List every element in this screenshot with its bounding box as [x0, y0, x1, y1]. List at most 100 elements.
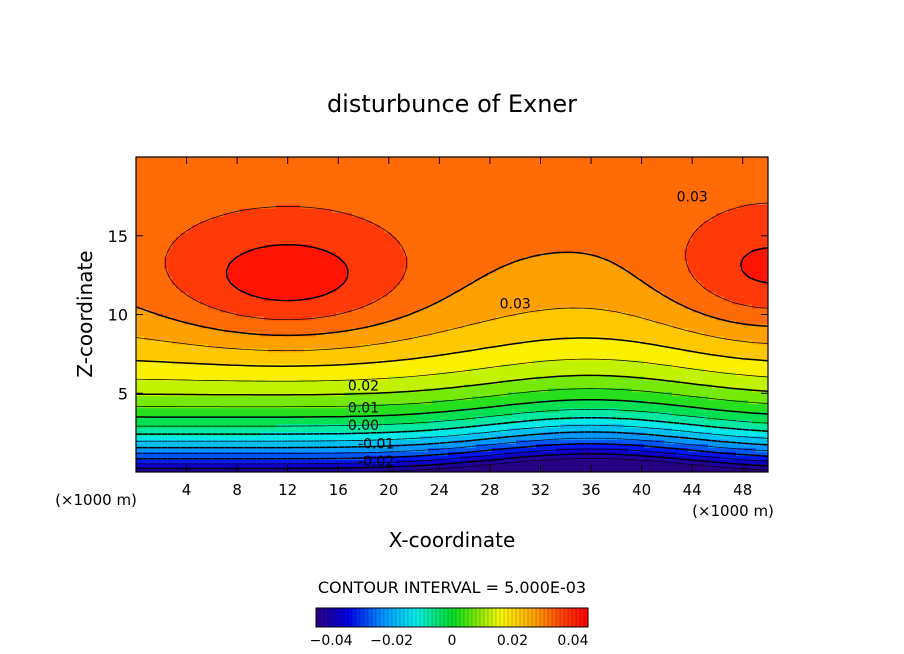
contour-cell: [368, 384, 373, 389]
contour-cell: [316, 372, 321, 377]
contour-cell: [136, 184, 141, 190]
contour-cell: [220, 380, 225, 385]
contour-cell: [192, 440, 197, 445]
contour-cell: [168, 468, 173, 472]
contour-cell: [236, 264, 241, 270]
contour-cell: [144, 352, 149, 357]
contour-cell: [248, 224, 253, 230]
contour-cell: [276, 252, 281, 258]
contour-cell: [340, 260, 345, 266]
contour-cell: [352, 412, 357, 417]
contour-cell: [356, 416, 361, 421]
contour-cell: [376, 424, 381, 429]
contour-cell: [328, 244, 333, 250]
contour-cell: [144, 284, 149, 290]
contour-cell: [340, 316, 345, 322]
contour-cell: [304, 184, 309, 190]
contour-cell: [140, 356, 145, 361]
contour-cell: [324, 216, 329, 222]
contour-cell: [264, 264, 269, 270]
contour-cell: [256, 292, 261, 298]
contour-cell: [264, 200, 269, 206]
contour-cell: [180, 244, 185, 250]
contour-cell: [332, 356, 337, 361]
contour-cell: [200, 348, 205, 353]
contour-cell: [204, 412, 209, 417]
contour-cell: [320, 220, 325, 226]
contour-cell: [224, 428, 229, 433]
contour-cell: [260, 220, 265, 226]
contour-cell: [384, 396, 389, 401]
contour-cell: [328, 400, 333, 405]
contour-cell: [344, 240, 349, 246]
contour-cell: [224, 380, 229, 385]
contour-cell: [184, 448, 189, 453]
contour-cell: [292, 328, 297, 334]
contour-cell: [148, 308, 153, 314]
contour-cell: [200, 252, 205, 258]
contour-cell: [356, 424, 361, 429]
contour-cell: [196, 376, 201, 381]
contour-cell: [356, 276, 361, 282]
contour-cell: [180, 308, 185, 314]
contour-cell: [388, 212, 393, 218]
contour-cell: [140, 396, 145, 401]
contour-cell: [264, 348, 269, 353]
contour-cell: [296, 196, 301, 202]
contour-cell: [304, 336, 309, 342]
contour-cell: [328, 292, 333, 298]
contour-cell: [180, 284, 185, 290]
contour-cell: [216, 157, 221, 162]
contour-cell: [260, 296, 265, 302]
contour-cell: [236, 384, 241, 389]
contour-cell: [248, 264, 253, 270]
contour-cell: [276, 340, 281, 346]
contour-cell: [360, 388, 365, 393]
contour-cell: [324, 400, 329, 405]
contour-cell: [212, 384, 217, 389]
contour-cell: [160, 388, 165, 393]
contour-cell: [180, 408, 185, 413]
contour-cell: [276, 192, 281, 198]
contour-cell: [300, 416, 305, 421]
contour-cell: [204, 244, 209, 250]
contour-cell: [204, 260, 209, 266]
contour-cell: [216, 388, 221, 393]
contour-cell: [360, 420, 365, 425]
contour-cell: [288, 336, 293, 342]
contour-cell: [204, 196, 209, 202]
contour-cell: [268, 400, 273, 405]
contour-cell: [364, 388, 369, 393]
contour-cell: [208, 200, 213, 206]
contour-cell: [288, 328, 293, 334]
contour-cell: [340, 432, 345, 437]
contour-cell: [312, 412, 317, 417]
contour-cell: [156, 220, 161, 226]
contour-cell: [292, 288, 297, 294]
contour-cell: [280, 308, 285, 314]
contour-cell: [228, 408, 233, 413]
contour-cell: [208, 420, 213, 425]
contour-cell: [268, 336, 273, 342]
contour-cell: [356, 184, 361, 190]
contour-cell: [304, 192, 309, 198]
contour-cell: [248, 272, 253, 278]
contour-cell: [380, 308, 385, 314]
contour-cell: [192, 164, 197, 170]
contour-cell: [360, 380, 365, 385]
contour-cell: [148, 344, 153, 349]
contour-cell: [372, 308, 377, 314]
contour-cell: [340, 284, 345, 290]
contour-cell: [384, 452, 389, 457]
contour-cell: [288, 396, 293, 401]
contour-cell: [264, 228, 269, 234]
contour-cell: [368, 312, 373, 318]
contour-cell: [348, 260, 353, 266]
contour-cell: [316, 196, 321, 202]
contour-cell: [208, 416, 213, 421]
contour-cell: [368, 188, 373, 194]
contour-cell: [372, 340, 377, 346]
contour-cell: [284, 444, 289, 449]
contour-cell: [308, 240, 313, 246]
contour-cell: [148, 168, 153, 174]
